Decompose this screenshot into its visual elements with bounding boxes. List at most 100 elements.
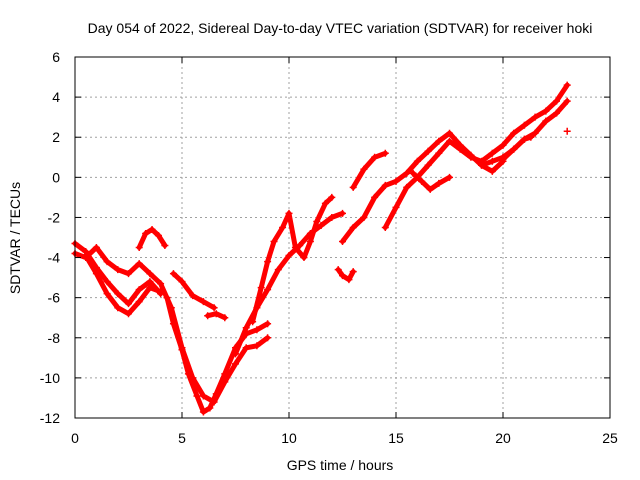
data-point	[403, 183, 411, 191]
data-point	[125, 270, 132, 278]
series-trace	[340, 130, 506, 244]
data-point	[279, 223, 287, 231]
series-group	[381, 81, 571, 231]
data-point	[135, 260, 143, 268]
data-point	[157, 280, 165, 288]
data-point	[242, 324, 250, 332]
data-point	[360, 213, 368, 221]
data-point	[339, 238, 346, 246]
data-point	[125, 300, 132, 308]
data-point	[232, 350, 239, 358]
series-group	[349, 149, 389, 191]
y-tick-label: -2	[48, 209, 61, 225]
data-point	[114, 304, 122, 312]
data-point	[204, 312, 212, 320]
data-point	[135, 298, 143, 306]
series-group	[169, 270, 218, 312]
plot-frame	[74, 56, 611, 419]
data-point	[169, 320, 177, 328]
y-tick-label: -12	[40, 410, 60, 426]
x-tick-label: 5	[178, 430, 186, 446]
data-point	[146, 284, 154, 292]
series-group	[249, 193, 336, 326]
x-tick-label: 20	[495, 430, 511, 446]
data-point	[264, 286, 272, 294]
data-point	[257, 284, 265, 292]
y-tick-label: 2	[52, 129, 60, 145]
series-trace	[335, 267, 356, 283]
data-point	[313, 217, 321, 225]
data-point	[300, 254, 308, 262]
data-point	[531, 129, 539, 137]
x-tick-label: 10	[281, 430, 297, 446]
data-point	[381, 149, 389, 157]
data-point	[334, 266, 342, 274]
data-point	[520, 135, 528, 143]
x-tick-label: 15	[388, 430, 404, 446]
series-trace	[170, 271, 217, 311]
data-point	[424, 161, 432, 169]
data-point	[371, 153, 379, 161]
data-point	[488, 167, 496, 175]
data-point	[563, 81, 571, 89]
data-point	[510, 145, 518, 153]
y-tick-label: 6	[52, 49, 60, 65]
data-point	[446, 137, 453, 145]
data-point	[146, 278, 154, 286]
data-point	[488, 149, 496, 157]
series-group	[478, 97, 571, 169]
data-point	[317, 221, 325, 229]
data-point	[270, 238, 278, 246]
data-point	[499, 155, 507, 163]
data-point	[426, 185, 434, 193]
data-point	[435, 137, 443, 145]
data-point	[264, 320, 272, 328]
y-tick-label: -4	[48, 250, 61, 266]
data-point	[328, 193, 336, 201]
data-point	[392, 177, 400, 185]
data-point	[520, 121, 528, 129]
data-point	[135, 286, 143, 294]
data-point	[264, 258, 272, 266]
data-point	[199, 298, 207, 306]
data-point	[103, 258, 111, 266]
data-point	[291, 244, 299, 252]
x-axis-label: GPS time / hours	[287, 457, 394, 473]
data-point	[253, 326, 261, 334]
data-point	[199, 392, 207, 400]
series-trace	[83, 253, 164, 317]
series-group	[82, 252, 165, 318]
data-point	[488, 157, 496, 165]
data-point	[456, 145, 464, 153]
data-point	[253, 342, 261, 350]
data-point	[418, 177, 426, 185]
data-point	[92, 270, 100, 278]
y-axis-label: SDTVAR / TECUs	[7, 182, 23, 294]
data-point	[542, 117, 550, 125]
data-point	[446, 129, 453, 137]
data-point	[193, 392, 201, 400]
data-point	[392, 203, 400, 211]
series-group	[563, 127, 571, 135]
y-tick-label: 0	[52, 169, 60, 185]
data-point	[339, 272, 346, 280]
data-point	[306, 238, 314, 246]
series-group	[135, 225, 169, 252]
data-point	[212, 310, 220, 318]
data-point	[345, 276, 353, 284]
y-tick-label: -10	[40, 370, 60, 386]
data-point	[285, 209, 293, 217]
series-group	[339, 129, 507, 246]
data-point	[321, 199, 329, 207]
data-point	[221, 370, 229, 378]
data-point	[478, 161, 486, 169]
data-point	[339, 209, 346, 217]
data-point	[221, 314, 229, 322]
data-point	[114, 266, 122, 274]
series-trace	[350, 150, 388, 190]
data-point	[242, 344, 250, 352]
chart-title: Day 054 of 2022, Sidereal Day-to-day VTE…	[88, 20, 593, 36]
data-point	[163, 294, 171, 302]
data-point	[510, 129, 518, 137]
